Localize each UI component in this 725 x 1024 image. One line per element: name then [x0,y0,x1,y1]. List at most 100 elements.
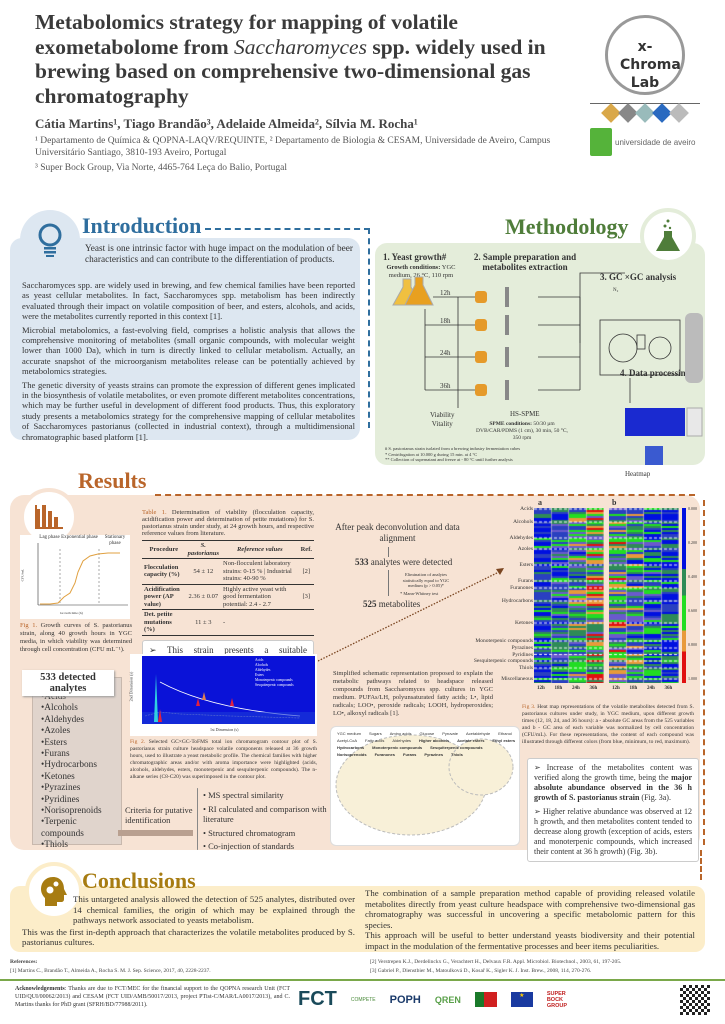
time-24h: 24h [440,349,451,357]
analyte-family-item: •Furans [41,749,121,760]
university-logo: universidade de aveiro [590,128,696,156]
conclusions-title: Conclusions [82,868,196,893]
step-gcxgc-analysis: 3. GC ×GC analysis [600,272,677,282]
affiliation-1: ¹ Departamento de Química & QOPNA-LAQV/R… [35,136,551,158]
table-cell: [3] [302,593,311,600]
table-row: Det. petite mutations (%) 11 ± 3 - [142,610,314,635]
pathway-node-label: Sesquiterpenic compounds [430,745,483,750]
elimination-note: Elimination of analytes statistically eq… [402,572,450,588]
step-yeast-growth: 1. Yeast growth# [383,252,447,262]
time-12h: 12h [440,289,451,297]
conclusion-right-1: The combination of a sample preparation … [365,888,695,930]
chromatogram-thumbnail [625,408,685,436]
methodology-notes: # S. pastorianus strain isolated from a … [385,446,520,463]
header-block: Metabolomics strategy for mapping of vol… [35,10,595,174]
fct-logo: FCT [298,988,337,1010]
color-scale-tick: 0.800 [688,642,697,647]
y-axis-label: 2nd Dimension (s) [128,671,134,702]
portugal-flag-logo [474,992,497,1007]
intro-dashed-connector [205,228,370,230]
color-scale-tick: 0.000 [688,506,697,511]
x-axis-label: Growth time (h) [60,611,83,615]
analyte-family-item: •Hydrocarbons [41,760,121,771]
criteria-brace [197,788,198,850]
legend-item: Monoterpenic compounds [255,678,293,682]
heatmap-a [534,508,604,683]
table-cell: Acidification power (AP value) [144,585,180,608]
bullet-icon: • [41,794,45,805]
lab-logo-text: x-Chroma Lab [620,39,681,91]
heatmap-time-label: 12h [537,686,545,691]
stationary-phase-label: Stationary phase [104,535,126,546]
pathway-node-label: Pyruvate [442,731,458,736]
heatmap-family-label: Acids [520,506,533,512]
legend-item: Aldehydes [255,668,271,672]
bullet-icon: • [41,703,45,714]
acknowledgements: Acknowledgements: Thanks are due to FCT/… [15,985,290,1009]
bullet-icon: • [41,749,45,760]
x-axis-label: 1st Dimension (s) [210,727,239,732]
results-title: Results [78,468,147,493]
super-bock-logo: SUPER BOCK GROUP [546,990,567,1009]
analyte-family-item: •Esters [41,738,121,749]
time-36h: 36h [440,382,451,390]
conclusions-left: This untargeted analysis allowed the det… [22,894,355,948]
metabolites-count: 525 [363,599,377,609]
mann-whitney-note: * Mann-Whitney test [400,591,439,596]
fig3-caption: Fig 3. Heat map representations of the v… [522,704,694,746]
intro-paragraph: Saccharomyces spp. are widely used in br… [22,280,355,322]
growth-curve-figure: Lag phase Exponential phase Stationary p… [20,535,130,619]
color-scale-tick: 0.400 [688,574,697,579]
heatmap-family-label: Sesquiterpenic compounds [473,658,533,664]
panel-a-label: a [538,498,542,507]
compete-logo: COMPETE [350,996,376,1003]
heatmap-family-label: Thiols [518,665,533,671]
sponsor-logos: FCT COMPETE POPH QREN ★ SUPER BOCK GROUP [298,988,579,1011]
n2-label: N₂ [613,288,619,293]
conclusions-right: The combination of a sample preparation … [365,888,695,955]
table1-label: Table 1. [142,509,167,516]
methodology-diagram [392,272,703,465]
heatmap-statements: ➢ Increase of the metabolites content wa… [527,758,699,862]
fig3-caption-text: Heat map representations of the volatile… [522,704,694,745]
statement-text: ➢ Increase of the metabolites content wa… [534,763,692,782]
chromatogram-legend: Acids Alcohols Aldehydes Esters Monoterpenic… [255,658,294,688]
pathway-node-label: Thiols [451,752,463,757]
methodology-icon-circle [640,208,696,264]
analyte-family-label: Pyrazines [44,783,81,794]
fig2-caption-text: Selected GC×GC-ToFMS total ion chromatog… [130,739,317,780]
criteria-item: • Structured chromatogram [203,827,296,838]
authors: Cátia Martins¹, Tiago Brandão³, Adelaide… [35,116,418,131]
methodology-title: Methodology [505,214,629,239]
references-title: References: [10,959,38,965]
flasks-icon [392,276,434,306]
color-scale-tick: 0.600 [688,608,697,613]
column-header: Procedure [142,540,186,559]
heatmap-label: Heatmap [625,470,651,478]
note: # S. pastorianus strain isolated from a … [385,446,521,451]
affiliation-2: ³ Super Bock Group, Via Norte, 4465-764 … [35,163,287,173]
analyte-family-label: Hydrocarbons [44,760,97,771]
results-dashed-connector-vertical [703,500,705,845]
heatmap-family-label: Alcohols [513,519,533,525]
flow-arrow [388,570,389,596]
reference-3: [3] Gabriel P., Dienstbier M., Matoulkov… [370,968,592,974]
metabolites-text: metabolites [376,599,421,609]
note: ** Collection of supernatant and freeze … [385,457,513,462]
flow-step-alignment: After peak deconvolution and data alignm… [335,522,460,543]
bullet-icon: • [41,714,45,725]
pathway-node-label: Monoterpenic compounds [372,745,423,750]
table-row: Flocculation capacity (%) 54 ± 12 Non-floc… [142,559,314,584]
fig3-label: Fig 3. [522,704,536,710]
fig1-caption-text: Growth curves of S. pastorianus strain, … [20,622,132,653]
criteria-label: Criteria for putative identification [125,805,193,825]
qr-code[interactable] [680,985,710,1015]
introduction-title: Introduction [82,213,202,238]
conclusions-dashed-connector [700,850,702,880]
viability-vitality: Viability Vitality [430,411,454,429]
acknowledgements-label: Acknowledgements [15,986,65,992]
note: * Centrifugation at 10.000 g during 15 m… [385,451,478,457]
growth-conditions-value: YGC medium, 26 °C, 110 rpm [388,264,456,279]
title-segment: Metabolomics strategy for mapping of vol… [35,10,458,59]
flow-arrow [388,547,389,557]
